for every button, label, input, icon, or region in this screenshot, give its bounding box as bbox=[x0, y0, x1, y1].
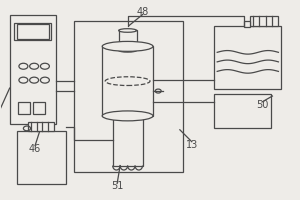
Bar bbox=[16, 24, 49, 39]
Bar bbox=[33, 102, 45, 114]
Bar bbox=[74, 21, 183, 171]
Ellipse shape bbox=[102, 111, 153, 121]
Ellipse shape bbox=[118, 29, 136, 32]
Bar bbox=[214, 26, 281, 89]
Ellipse shape bbox=[118, 49, 136, 52]
Text: 51: 51 bbox=[111, 181, 123, 191]
Bar bbox=[244, 21, 250, 27]
Bar bbox=[250, 16, 278, 26]
Text: 48: 48 bbox=[136, 7, 149, 17]
Bar bbox=[17, 131, 66, 184]
Bar bbox=[14, 23, 52, 40]
Ellipse shape bbox=[102, 41, 153, 51]
Bar bbox=[10, 15, 56, 124]
Bar bbox=[214, 94, 271, 128]
Bar bbox=[102, 46, 153, 116]
Bar bbox=[118, 30, 136, 50]
Bar bbox=[18, 102, 30, 114]
Text: 50: 50 bbox=[256, 100, 268, 110]
Bar bbox=[28, 122, 54, 131]
Bar bbox=[113, 114, 142, 166]
Text: 46: 46 bbox=[29, 144, 41, 154]
Text: 13: 13 bbox=[186, 140, 198, 150]
